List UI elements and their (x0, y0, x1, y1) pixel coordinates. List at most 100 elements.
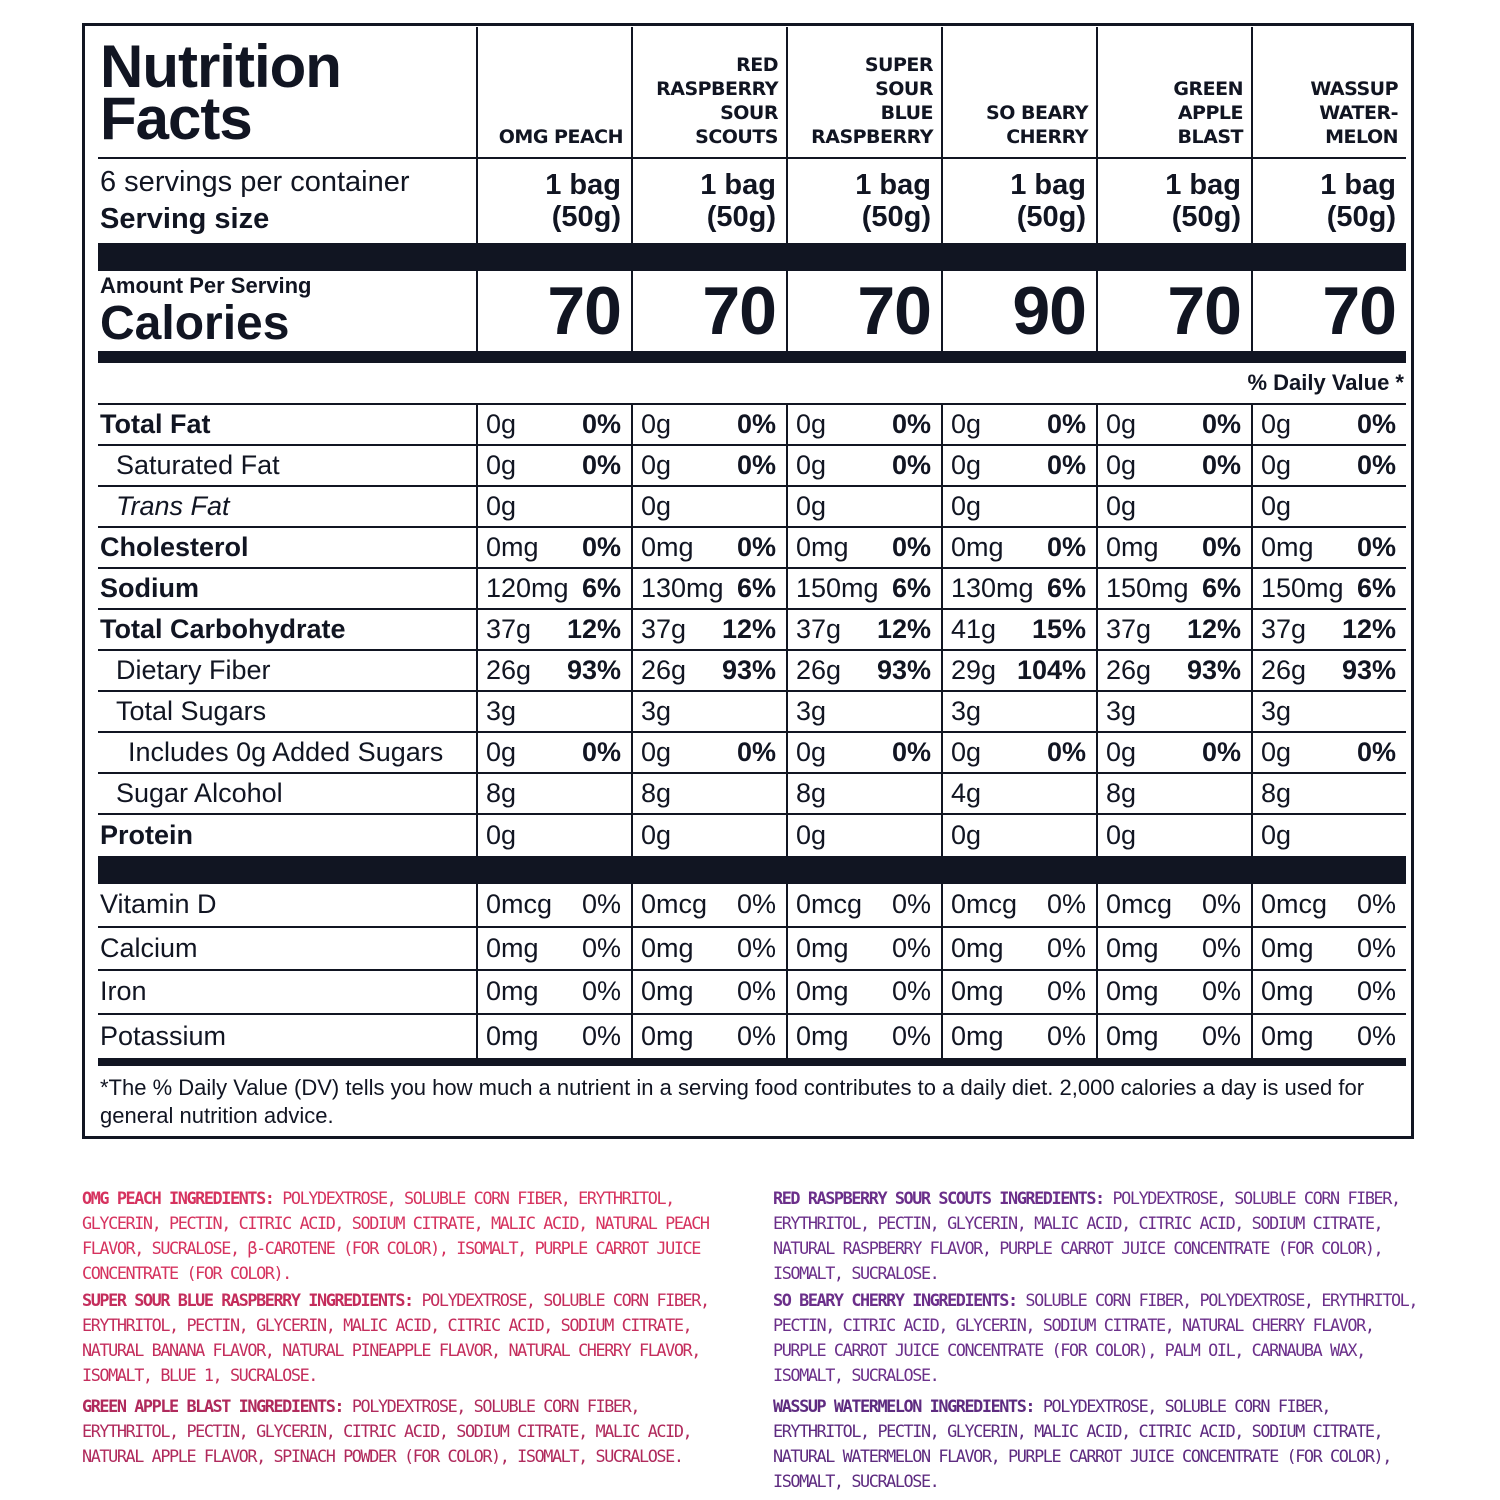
calories-row: Amount Per Serving Calories 70 70 70 90 … (98, 271, 1406, 351)
ingredients-heading: RED RASPBERRY SOUR SCOUTS INGREDIENTS: (773, 1188, 1105, 1208)
nutrient-amount: 37g (1261, 614, 1307, 644)
nutrient-daily-value: 0% (1201, 409, 1241, 439)
serving-size-cell: 1 bag (50g) (941, 159, 1096, 243)
vitamin-cell: 0mcg 0% (1096, 884, 1251, 926)
vitamin-amount: 0mcg (951, 889, 1018, 920)
nutrient-label: Sugar Alcohol (116, 778, 283, 808)
serving-size-label: Serving size (100, 203, 270, 235)
nutrient-cell: 26g 93% (631, 651, 786, 690)
serving-size-amount: 1 bag (1165, 169, 1241, 201)
vitamin-daily-value: 0% (736, 976, 776, 1007)
vitamin-cell: 0mg 0% (786, 927, 941, 969)
vitamin-cell: 0mcg 0% (631, 884, 786, 926)
nutrient-amount: 0g (1261, 820, 1292, 850)
nutrient-daily-value: 0% (1356, 450, 1396, 480)
nutrient-daily-value: 93% (1341, 655, 1396, 685)
nutrient-cell: 0mg 0% (1096, 528, 1251, 567)
nutrient-cell: 0g 0% (941, 405, 1096, 444)
nutrient-daily-value: 0% (891, 450, 931, 480)
serving-size-cell: 1 bag (50g) (476, 159, 631, 243)
vitamin-daily-value: 0% (1046, 1020, 1086, 1051)
nutrient-daily-value: 6% (736, 573, 776, 603)
ingredients-block: SUPER SOUR BLUE RASPBERRY INGREDIENTS: P… (82, 1288, 732, 1388)
ingredients-block: GREEN APPLE BLAST INGREDIENTS: POLYDEXTR… (82, 1394, 732, 1469)
servings-per-container: 6 servings per container (100, 166, 410, 198)
vitamin-daily-value: 0% (736, 1020, 776, 1051)
vitamin-cell: 0mg 0% (1096, 1014, 1251, 1058)
calories-value: 70 (1167, 273, 1242, 349)
nutrient-daily-value: 6% (1356, 573, 1396, 603)
serving-size-cell: 1 bag (50g) (1251, 159, 1406, 243)
nutrient-daily-value: 93% (876, 655, 931, 685)
vitamin-label: Vitamin D (100, 889, 217, 920)
nutrient-amount: 0mg (486, 532, 539, 562)
vitamin-daily-value: 0% (581, 889, 621, 920)
panel-title-line2: Facts (100, 85, 253, 152)
nutrient-amount: 3g (486, 696, 517, 726)
nutrient-daily-value: 0% (581, 737, 621, 767)
flavor-name: WASSUP WATER- MELON (1251, 27, 1406, 157)
nutrient-daily-value: 0% (1201, 450, 1241, 480)
vitamin-cell: 0mg 0% (476, 971, 631, 1013)
nutrient-amount: 0g (951, 737, 982, 767)
nutrient-daily-value: 0% (1046, 737, 1086, 767)
nutrient-cell: 0g 0% (786, 733, 941, 772)
vitamin-amount: 0mg (796, 976, 849, 1007)
flavor-name: GREEN APPLE BLAST (1096, 27, 1251, 157)
nutrient-amount: 150mg (1261, 573, 1344, 603)
ingredients-list: SOLUBLE CORN FIBER, POLYDEXTROSE, ERYTHR… (773, 1290, 1418, 1385)
nutrient-amount: 0mg (1106, 532, 1159, 562)
nutrient-daily-value: 0% (736, 737, 776, 767)
nutrient-amount: 150mg (796, 573, 879, 603)
vitamin-amount: 0mg (1106, 1020, 1159, 1051)
nutrient-daily-value: 12% (876, 614, 931, 644)
ingredients-heading: SO BEARY CHERRY INGREDIENTS: (773, 1290, 1018, 1310)
nutrient-daily-value: 12% (1341, 614, 1396, 644)
nutrient-label: Total Fat (100, 409, 211, 439)
vitamin-daily-value: 0% (891, 1020, 931, 1051)
nutrient-amount: 4g (951, 778, 982, 808)
serving-size-amount: 1 bag (700, 169, 776, 201)
nutrient-cell: 0g 0% (941, 733, 1096, 772)
nutrient-daily-value: 0% (581, 532, 621, 562)
ingredients-list: POLYDEXTROSE, SOLUBLE CORN FIBER, ERYTHR… (82, 1290, 710, 1385)
nutrient-row-added-sugars: Includes 0g Added Sugars 0g 0% 0g 0% 0g 0% 0g 0%… (98, 733, 1406, 774)
ingredients-block: RED RASPBERRY SOUR SCOUTS INGREDIENTS: P… (773, 1186, 1418, 1286)
vitamin-amount: 0mcg (486, 889, 553, 920)
nutrient-amount: 26g (1261, 655, 1307, 685)
nutrient-amount: 3g (1106, 696, 1137, 726)
nutrient-cell: 0g 0% (476, 733, 631, 772)
nutrient-amount: 0g (1106, 737, 1137, 767)
thick-divider (98, 243, 1406, 271)
vitamin-cell: 0mcg 0% (1251, 884, 1406, 926)
vitamin-daily-value: 0% (1046, 976, 1086, 1007)
nutrient-cell: 150mg 6% (1096, 569, 1251, 608)
calories-label-cell: Amount Per Serving Calories (98, 271, 476, 351)
nutrient-cell: 150mg 6% (1251, 569, 1406, 608)
nutrient-daily-value: 15% (1031, 614, 1086, 644)
nutrient-row-cholesterol: Cholesterol 0mg 0% 0mg 0% 0mg 0% 0mg 0% 0mg 0% 0mg 0… (98, 528, 1406, 569)
flavor-header-row: Nutrition Facts OMG PEACH RED RASPBERRY … (98, 27, 1406, 159)
nutrient-amount: 130mg (951, 573, 1034, 603)
vitamin-cell: 0mg 0% (941, 1014, 1096, 1058)
ingredients-heading: SUPER SOUR BLUE RASPBERRY INGREDIENTS: (82, 1290, 414, 1310)
nutrient-cell: 3g (631, 692, 786, 731)
flavor-name: RED RASPBERRY SOUR SCOUTS (631, 27, 786, 157)
nutrient-amount: 0g (641, 820, 672, 850)
calories-cell: 70 (631, 271, 786, 351)
nutrient-label: Trans Fat (116, 491, 230, 521)
nutrient-cell: 0g (941, 815, 1096, 856)
nutrient-cell: 26g 93% (1096, 651, 1251, 690)
vitamin-amount: 0mcg (796, 889, 863, 920)
nutrient-cell: 0g (1096, 487, 1251, 526)
nutrient-row-total-fat: Total Fat 0g 0% 0g 0% 0g 0% 0g 0% 0g 0% 0g 0% (98, 405, 1406, 446)
nutrient-cell: 150mg 6% (786, 569, 941, 608)
serving-row: 6 servings per container Serving size 1 … (98, 159, 1406, 243)
nutrient-amount: 0g (951, 450, 982, 480)
nutrient-amount: 8g (1106, 778, 1137, 808)
nutrient-amount: 37g (1106, 614, 1152, 644)
serving-size-grams: (50g) (551, 201, 621, 233)
calories-cell: 90 (941, 271, 1096, 351)
thick-divider (98, 856, 1406, 884)
nutrient-cell: 26g 93% (476, 651, 631, 690)
